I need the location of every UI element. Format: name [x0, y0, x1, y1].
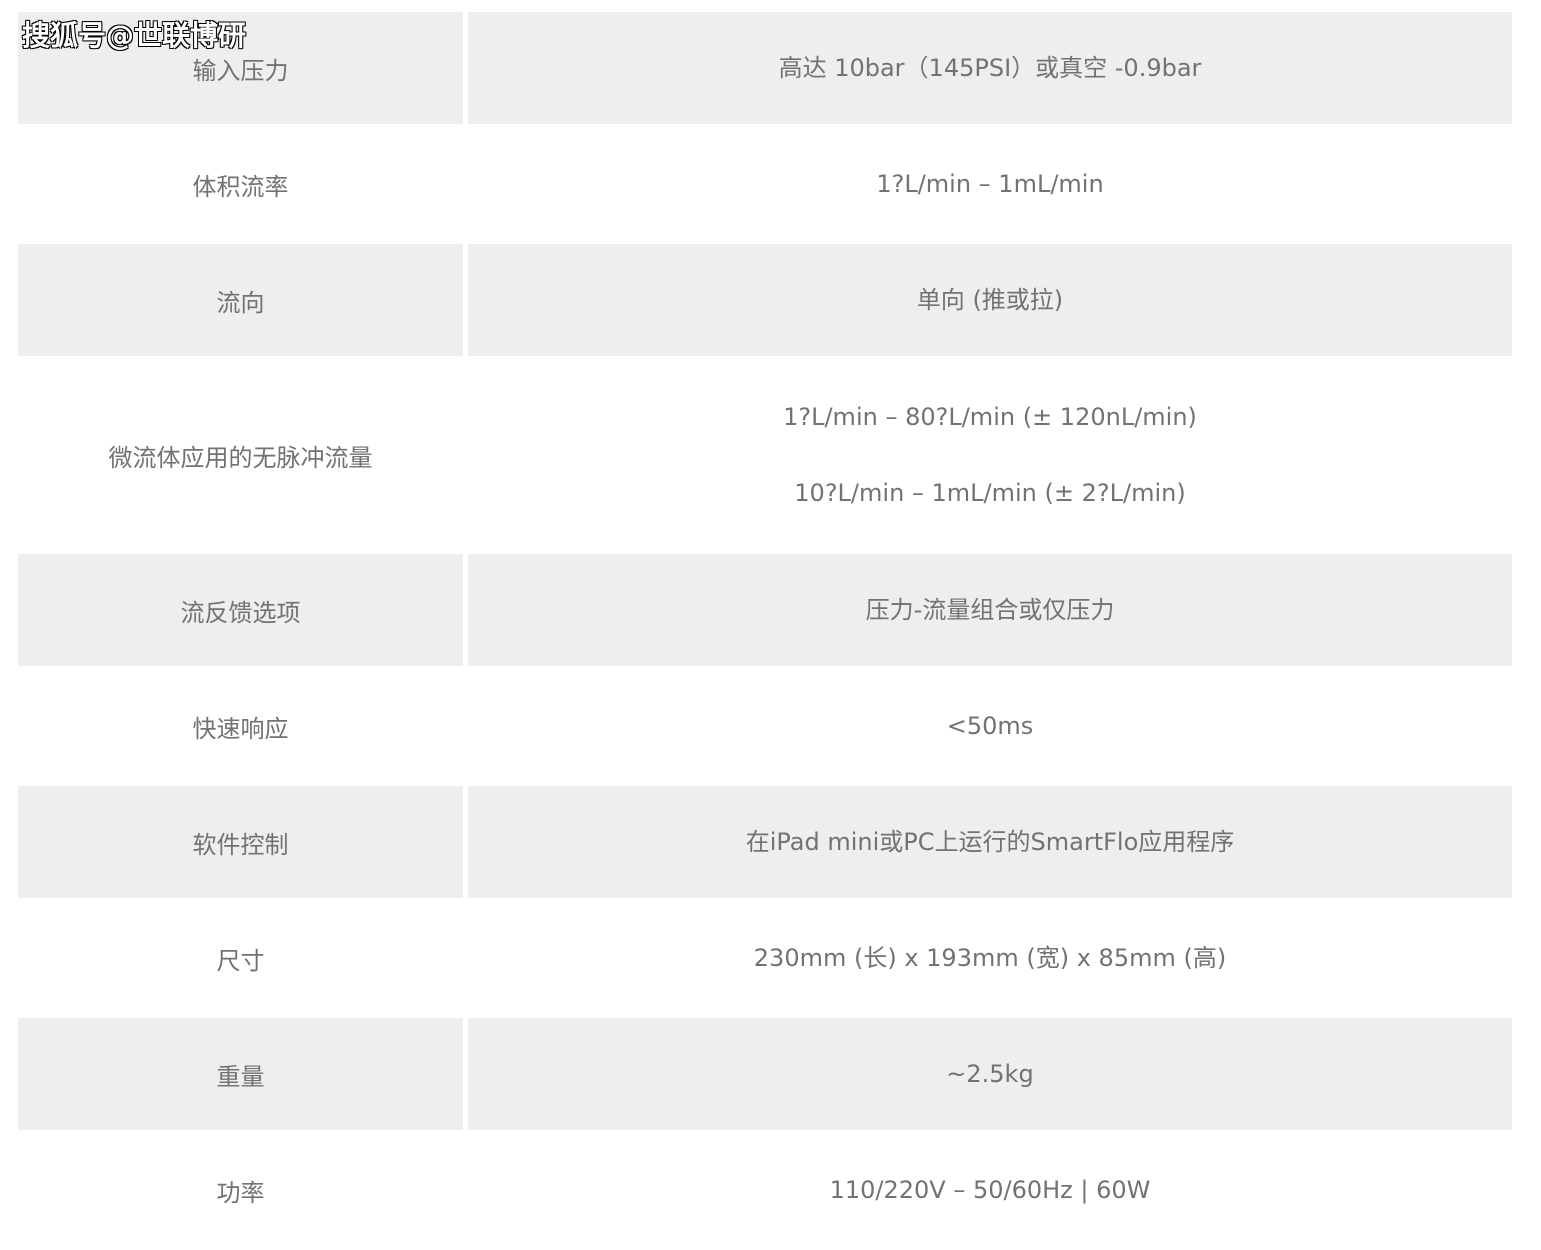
spec-value: 230mm (长) x 193mm (宽) x 85mm (高)	[468, 898, 1512, 1018]
spec-value-text: 单向 (推或拉)	[916, 286, 1064, 314]
spec-value-text: 在iPad mini或PC上运行的SmartFlo应用程序	[745, 828, 1235, 856]
table-row: 流向 单向 (推或拉)	[18, 244, 1512, 356]
spec-value-text: 1?L/min – 1mL/min	[876, 170, 1104, 198]
spec-value: 1?L/min – 1mL/min	[468, 124, 1512, 244]
spec-label: 流向	[18, 244, 463, 356]
spec-label: 软件控制	[18, 786, 463, 898]
spec-value-text: 230mm (长) x 193mm (宽) x 85mm (高)	[753, 944, 1227, 972]
table-row: 功率 110/220V – 50/60Hz | 60W	[18, 1130, 1512, 1250]
spec-label: 快速响应	[192, 714, 289, 743]
table-row: 流反馈选项 压力-流量组合或仅压力	[18, 554, 1512, 666]
table-row: 微流体应用的无脉冲流量 1?L/min – 80?L/min (± 120nL/…	[18, 356, 1512, 554]
table-row: 软件控制 在iPad mini或PC上运行的SmartFlo应用程序	[18, 786, 1512, 898]
spec-value-text: 110/220V – 50/60Hz | 60W	[829, 1176, 1151, 1204]
table-row: 输入压力 高达 10bar（145PSI）或真空 -0.9bar	[18, 12, 1512, 124]
spec-label: 尺寸	[216, 946, 265, 975]
spec-value: <50ms	[468, 666, 1512, 786]
spec-label: 流反馈选项	[18, 554, 463, 666]
spec-value-text: 10?L/min – 1mL/min (± 2?L/min)	[794, 479, 1186, 507]
spec-value-text: 1?L/min – 80?L/min (± 120nL/min)	[783, 403, 1197, 431]
watermark: 搜狐号@世联博研	[22, 19, 247, 52]
spec-value: 在iPad mini或PC上运行的SmartFlo应用程序	[468, 786, 1512, 898]
spec-label: 体积流率	[192, 172, 289, 201]
spec-value: 压力-流量组合或仅压力	[468, 554, 1512, 666]
spec-value-text: 高达 10bar（145PSI）或真空 -0.9bar	[778, 54, 1202, 82]
table-row: 尺寸 230mm (长) x 193mm (宽) x 85mm (高)	[18, 898, 1512, 1018]
spec-label: 功率	[216, 1178, 265, 1207]
spec-value: ~2.5kg	[468, 1018, 1512, 1130]
spec-value: 1?L/min – 80?L/min (± 120nL/min) 10?L/mi…	[468, 356, 1512, 554]
spec-value: 单向 (推或拉)	[468, 244, 1512, 356]
spec-value: 110/220V – 50/60Hz | 60W	[468, 1130, 1512, 1250]
spec-value-text: <50ms	[946, 712, 1034, 740]
table-row: 重量 ~2.5kg	[18, 1018, 1512, 1130]
spec-value-text: 压力-流量组合或仅压力	[865, 596, 1115, 624]
spec-label: 微流体应用的无脉冲流量	[108, 443, 373, 472]
spec-label: 重量	[18, 1018, 463, 1130]
table-row: 快速响应 <50ms	[18, 666, 1512, 786]
spec-value: 高达 10bar（145PSI）或真空 -0.9bar	[468, 12, 1512, 124]
spec-label: 输入压力	[18, 12, 463, 124]
table-row: 体积流率 1?L/min – 1mL/min	[18, 124, 1512, 244]
spec-table: 输入压力 高达 10bar（145PSI）或真空 -0.9bar 体积流率 1?…	[18, 12, 1512, 1250]
spec-value-text: ~2.5kg	[946, 1060, 1034, 1088]
